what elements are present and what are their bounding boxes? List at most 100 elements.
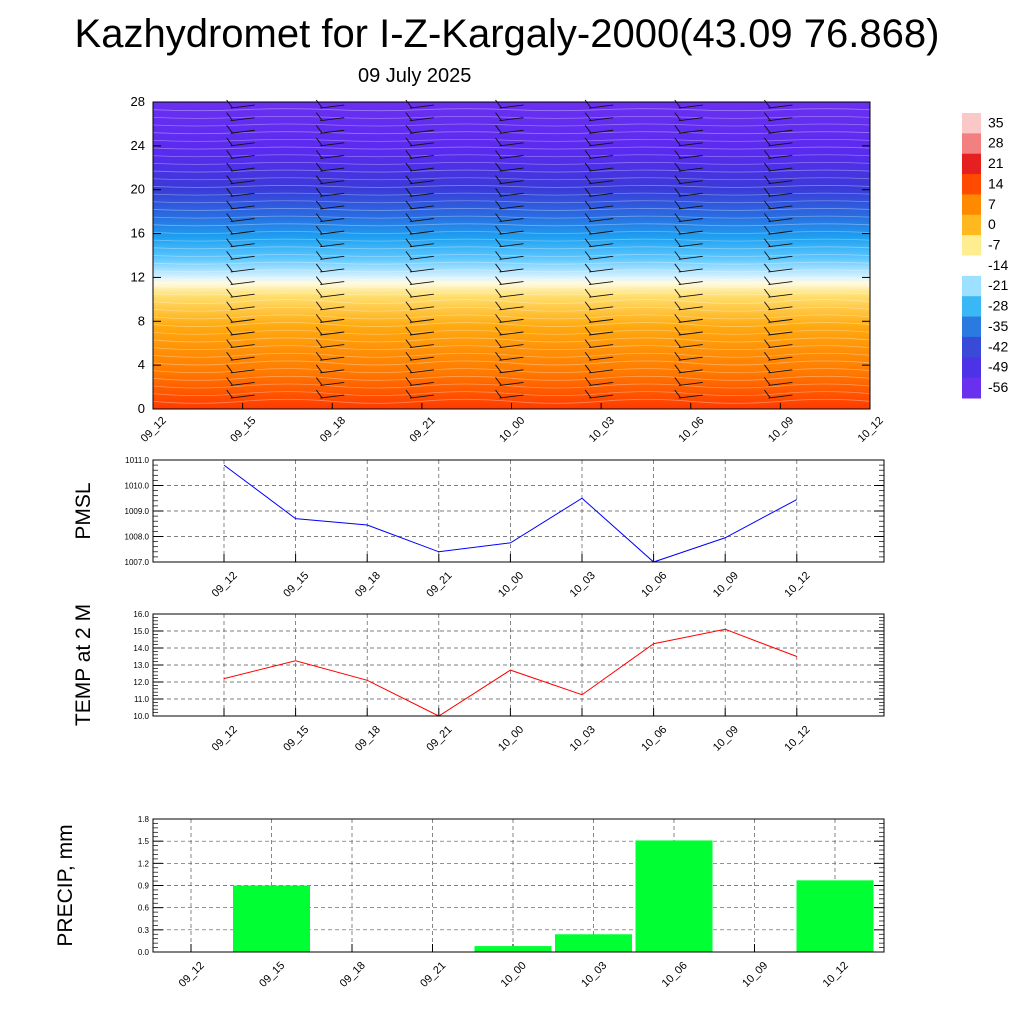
colorbar-label: -42	[988, 338, 1008, 354]
colorbar-swatch	[962, 133, 981, 155]
heatmap-y-tick-label: 20	[131, 182, 145, 197]
contour-line	[152, 368, 871, 374]
wind-barb	[678, 356, 703, 361]
wind-barb-flag	[584, 238, 592, 247]
wind-barb-flag	[584, 314, 592, 323]
wind-barb	[409, 180, 434, 185]
wind-barb	[499, 306, 524, 311]
wind-barb	[230, 117, 255, 122]
wind-barb	[499, 180, 524, 185]
wind-barb-flag	[315, 99, 323, 109]
wind-barb	[589, 117, 614, 122]
wind-barb-flag	[764, 112, 771, 121]
wind-barb-flag	[405, 162, 413, 172]
wind-barb	[499, 331, 524, 336]
x-tick-label: 09_18	[353, 724, 383, 754]
page-date: 09 July 2025	[358, 65, 472, 87]
wind-barb	[768, 381, 793, 386]
wind-barb-flag	[495, 377, 502, 386]
wind-barb	[230, 218, 255, 222]
wind-barb	[320, 268, 345, 273]
wind-barb-flag	[226, 188, 233, 197]
wind-barb	[768, 331, 793, 336]
wind-barb	[589, 129, 614, 134]
wind-barb-flag	[405, 175, 413, 184]
contour-line	[152, 177, 871, 181]
wind-barb	[768, 394, 793, 399]
wind-barb	[230, 129, 255, 134]
wind-barb-flag	[584, 175, 592, 184]
contour-line	[152, 185, 871, 188]
contour-line	[152, 192, 871, 196]
wind-barb	[230, 167, 255, 172]
colorbar-swatch	[962, 235, 981, 256]
wind-barb-flag	[674, 339, 682, 348]
wind-barb-flag	[495, 137, 502, 147]
x-tick-label: 09_21	[424, 724, 454, 754]
colorbar-label: 7	[988, 196, 996, 212]
wind-barb	[768, 117, 793, 122]
wind-barb	[409, 230, 434, 235]
wind-barb-flag	[584, 213, 592, 222]
wind-barb	[589, 155, 614, 159]
wind-barb	[320, 381, 345, 386]
wind-barb-flag	[226, 276, 233, 285]
wind-barb	[589, 306, 614, 311]
wind-barb	[678, 306, 703, 311]
x-tick-label: 10_03	[568, 724, 598, 754]
wind-barb	[409, 155, 434, 159]
wind-barb	[499, 142, 524, 147]
colorbar-label: -21	[988, 277, 1008, 293]
wind-barb-flag	[315, 389, 323, 399]
wind-barb-flag	[764, 175, 771, 184]
contour-line	[152, 146, 871, 150]
wind-barb	[320, 255, 345, 260]
wind-barb-flag	[584, 301, 592, 311]
wind-barb	[768, 192, 793, 197]
wind-barb-flag	[584, 162, 592, 172]
wind-barb	[320, 104, 345, 109]
colorbar-label: 28	[988, 135, 1004, 151]
wind-barb	[230, 306, 255, 311]
wind-barb	[499, 167, 524, 172]
wind-barb-flag	[405, 124, 413, 134]
wind-barb	[230, 192, 255, 197]
wind-barb-flag	[584, 339, 592, 348]
precip-bar	[635, 840, 713, 952]
wind-barb-flag	[764, 288, 771, 298]
wind-barb	[678, 167, 703, 172]
wind-barb	[320, 369, 345, 374]
wind-barb-flag	[674, 99, 682, 109]
wind-barb-flag	[584, 276, 592, 285]
wind-barb	[320, 243, 345, 248]
wind-barb-flag	[674, 112, 682, 121]
contour-line	[152, 314, 871, 320]
wind-barb-flag	[315, 288, 323, 298]
wind-barb	[589, 268, 614, 273]
wind-barb-flag	[495, 351, 502, 361]
wind-barb	[768, 306, 793, 311]
wind-barb	[678, 281, 703, 286]
wind-barb-flag	[315, 162, 323, 172]
colorbar-label: 21	[988, 155, 1004, 171]
wind-barb-flag	[674, 351, 682, 361]
wind-barb-flag	[405, 150, 413, 159]
wind-barb	[768, 180, 793, 185]
temp2m-panel: 10.0 11.0 12.0 13.0 14.0 15.0 16.0 09_12 09_15 09…	[72, 604, 885, 754]
heatmap-x-tick-label: 10_12	[856, 415, 886, 445]
heatmap-y-tick-label: 16	[131, 226, 145, 241]
wind-barb-flag	[495, 288, 502, 298]
wind-barb-flag	[315, 112, 323, 121]
wind-barb-flag	[315, 326, 323, 336]
wind-barb-flag	[584, 251, 592, 260]
y-tick-label: 0.6	[138, 904, 150, 913]
wind-barb	[320, 344, 345, 349]
wind-barb-flag	[405, 339, 413, 348]
wind-barb	[768, 356, 793, 361]
wind-barb-flag	[674, 137, 682, 147]
wind-barb-flag	[764, 364, 771, 374]
wind-barb	[409, 192, 434, 197]
colorbar-label: -56	[988, 379, 1008, 395]
wind-barb-flag	[495, 225, 502, 235]
